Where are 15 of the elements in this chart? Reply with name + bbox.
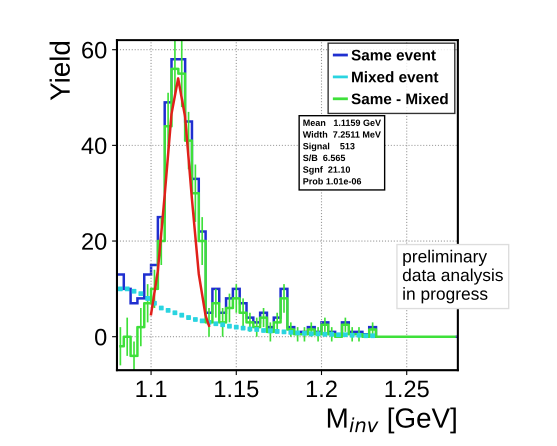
legend-label: Same - Mixed xyxy=(351,93,448,104)
y-tick-label: 20 xyxy=(82,233,106,250)
x-tick-label: 1.25 xyxy=(386,380,429,398)
y-axis-title: Yield xyxy=(50,42,70,100)
x-axis-title: M$_{inv}$ [GeV] xyxy=(328,407,456,434)
legend-label: Mixed event xyxy=(352,71,438,82)
y-tick-label: 0 xyxy=(95,328,106,346)
x-tick-label: 1.1 xyxy=(136,380,166,398)
x-tick-label: 1.2 xyxy=(306,380,337,398)
annotation: Mean 1.1159 GeV Width 7.2511 MeV Signal 513 S/B 6.565 Sgnf 21.10 Prob 1.01e-06 xyxy=(302,120,381,184)
y-tick-label: 40 xyxy=(82,137,106,154)
legend-label: Same event xyxy=(351,50,436,61)
annotation: preliminary data analysis in progress xyxy=(402,250,503,304)
x-tick-label: 1.15 xyxy=(215,380,258,398)
y-tick-label: 60 xyxy=(82,42,106,58)
